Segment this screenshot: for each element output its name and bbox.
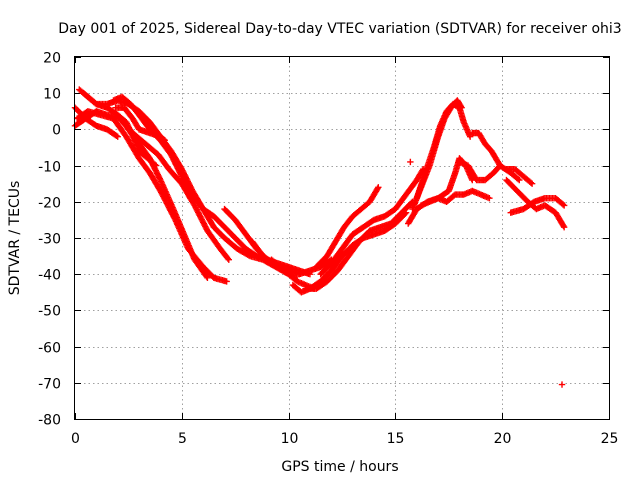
data-point (496, 162, 504, 169)
y-tick-label: 0 (52, 123, 61, 139)
data-point (516, 176, 523, 184)
x-tick-label: 25 (601, 431, 619, 447)
x-tick-label: 0 (71, 431, 80, 447)
x-tick-label: 5 (178, 431, 187, 447)
y-tick-label: -10 (38, 160, 61, 176)
data-point (114, 133, 121, 140)
data-point (113, 132, 120, 140)
data-point (151, 161, 159, 168)
axis-ticks: 0 5 10 15 20 25 20 10 0 -10 -20 -30 -40 -50 -60 -70 -80 (38, 51, 618, 448)
data-point (225, 256, 232, 263)
plot-frame (74, 56, 610, 420)
y-axis-label: SDTVAR / TECUs (7, 181, 23, 296)
data-point-outlier (407, 158, 414, 166)
data-points (71, 86, 568, 388)
x-tick-label: 15 (387, 431, 405, 447)
x-axis-label: GPS time / hours (281, 459, 398, 475)
y-tick-label: -50 (38, 304, 61, 320)
y-tick-label: -30 (38, 232, 61, 248)
data-point (560, 222, 567, 230)
y-tick-label: -40 (38, 268, 61, 284)
y-tick-label: -80 (38, 413, 61, 429)
data-point (560, 223, 568, 231)
data-point (375, 184, 382, 191)
x-tick-label: 20 (494, 431, 512, 447)
data-point (559, 201, 567, 208)
data-point (203, 273, 210, 280)
y-tick-label: -60 (38, 341, 61, 357)
data-point (152, 162, 160, 169)
x-tick-label: 10 (281, 431, 299, 447)
grid-lines (75, 57, 609, 419)
data-point (528, 180, 536, 187)
data-point (204, 274, 211, 282)
data-point (160, 136, 167, 143)
data-point (466, 133, 474, 140)
data-point-outlier (558, 381, 566, 388)
y-tick-label: 10 (43, 87, 61, 103)
y-tick-label: 20 (43, 51, 61, 67)
y-tick-label: -70 (38, 377, 61, 393)
data-point (374, 185, 381, 192)
y-tick-label: -20 (38, 196, 61, 212)
data-point (527, 179, 535, 186)
data-point (560, 202, 568, 209)
data-point (161, 137, 168, 144)
chart-title: Day 001 of 2025, Sidereal Day-to-day VTE… (58, 21, 621, 37)
data-point (496, 161, 503, 168)
data-point (223, 278, 230, 285)
data-point (514, 175, 522, 183)
data-point (486, 194, 493, 202)
data-point (224, 255, 232, 262)
